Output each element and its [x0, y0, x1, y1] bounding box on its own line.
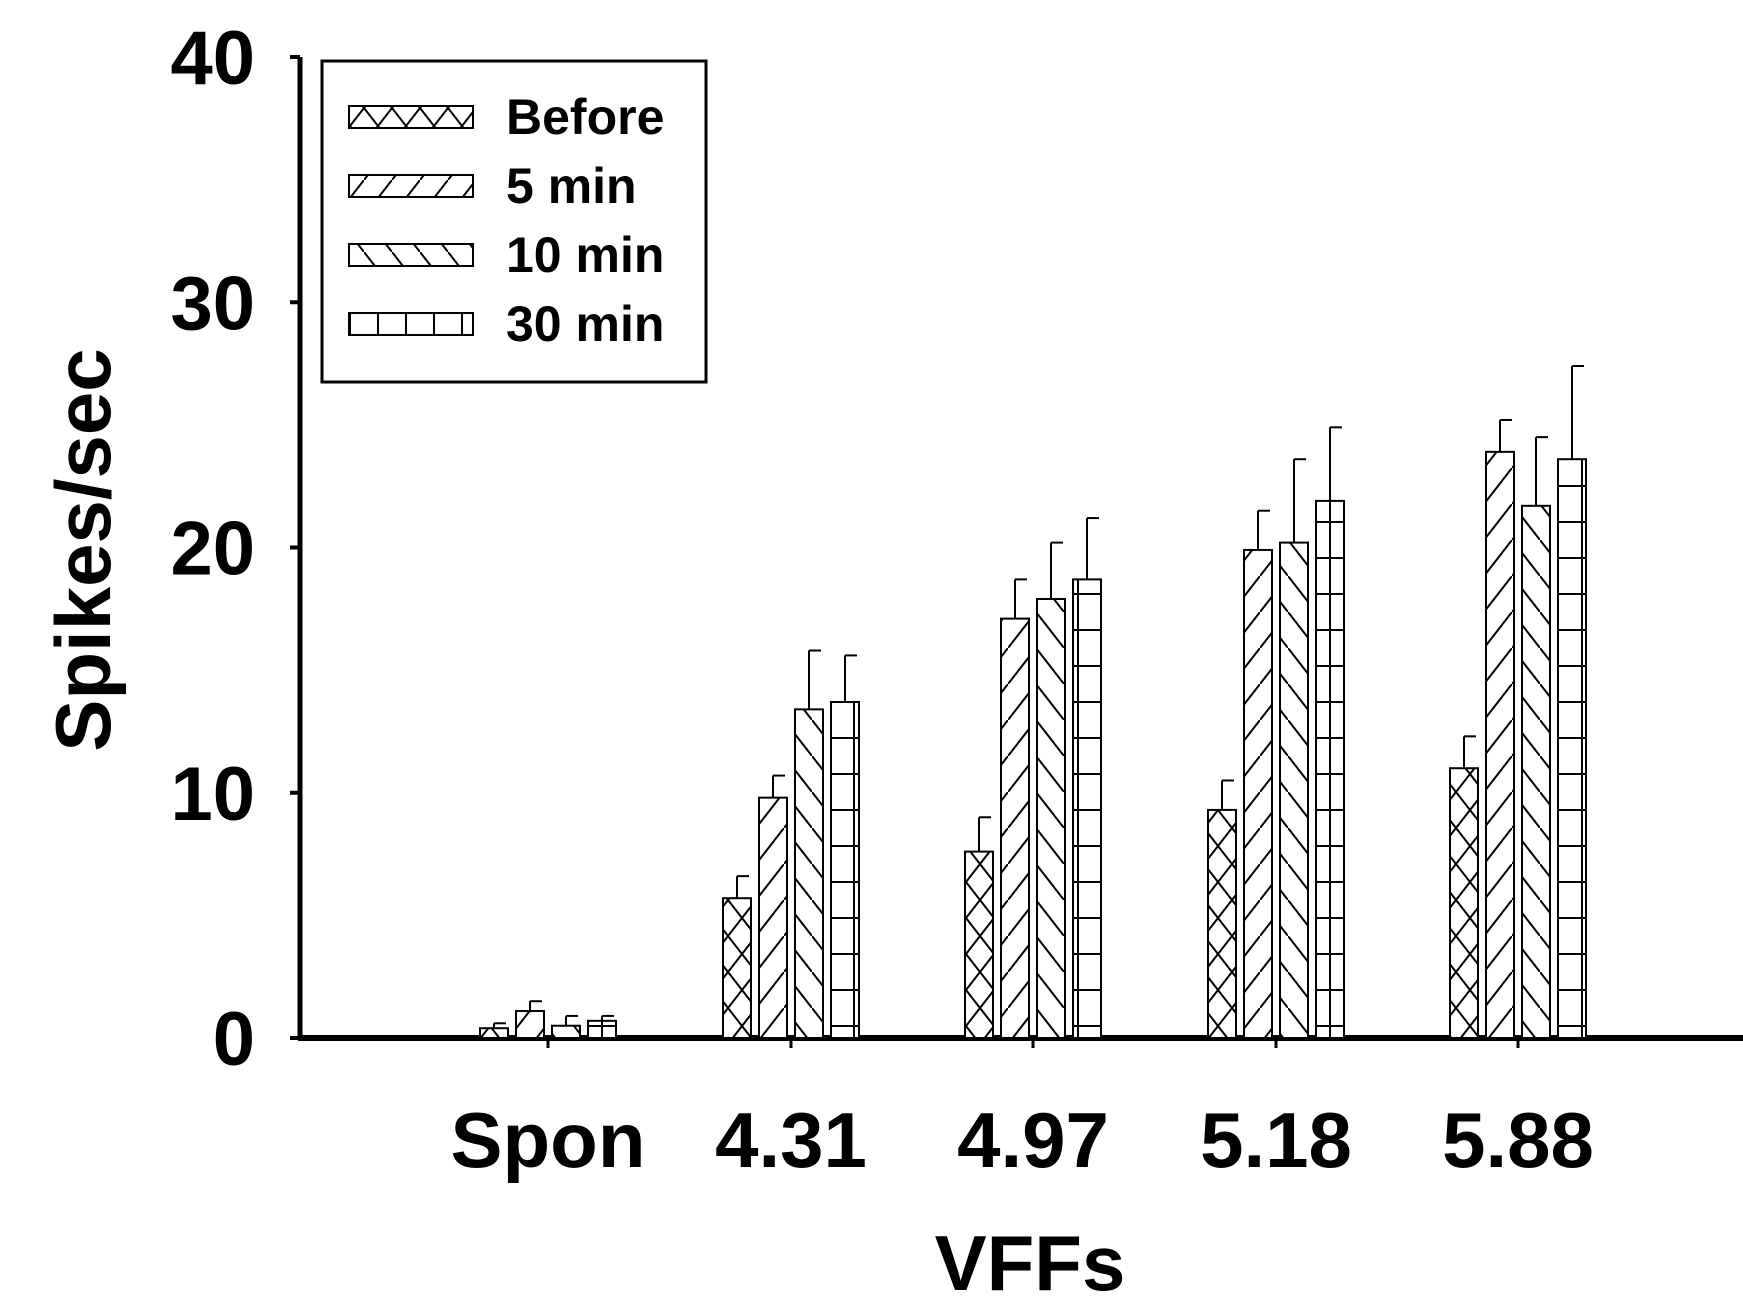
bar: [1449, 767, 1479, 1039]
y-tick-label: 10: [170, 752, 255, 837]
bar: [1243, 548, 1273, 1039]
y-tick-label: 40: [170, 16, 255, 101]
legend-swatch: [348, 243, 474, 267]
x-tick-label: 4.97: [957, 1096, 1109, 1184]
bars: [479, 365, 1587, 1040]
y-tick-label: 20: [170, 507, 255, 592]
bar: [1557, 458, 1587, 1039]
bar: [1207, 808, 1237, 1039]
bar: [1485, 450, 1515, 1040]
legend-label: 10 min: [506, 227, 664, 283]
bar: [1072, 578, 1102, 1039]
legend-swatch: [348, 105, 474, 129]
x-axis: Spon 4.31 4.97 5.18 5.88: [298, 1035, 1743, 1184]
legend-label: 30 min: [506, 296, 664, 352]
legend-label: 5 min: [506, 158, 637, 214]
bar: [587, 1019, 617, 1040]
bar: [1315, 499, 1345, 1039]
bar: [758, 796, 788, 1040]
legend-swatch: [348, 312, 474, 336]
y-axis-title: Spikes/sec: [39, 348, 127, 751]
bar: [794, 708, 824, 1039]
x-tick-label: 5.88: [1442, 1096, 1594, 1184]
x-tick-label: 4.31: [715, 1096, 867, 1184]
x-tick-label: Spon: [451, 1096, 646, 1184]
bar: [722, 897, 752, 1040]
bar: [1279, 541, 1309, 1039]
bar: [964, 850, 994, 1039]
bar: [1521, 504, 1551, 1039]
x-axis-title: VFFs: [935, 1219, 1126, 1307]
legend: Before 5 min 10 min 30 min: [320, 59, 708, 384]
bar: [1000, 617, 1030, 1039]
bar: [479, 1027, 509, 1039]
bar: [515, 1010, 545, 1040]
legend-label: Before: [506, 89, 664, 145]
y-tick-label: 30: [170, 261, 255, 346]
legend-swatch: [348, 174, 474, 198]
y-tick-label: 0: [213, 997, 255, 1082]
bar: [1036, 598, 1066, 1039]
bar: [551, 1024, 581, 1040]
y-axis: 0 10 20 30 40: [170, 16, 303, 1082]
bar: [830, 701, 860, 1039]
x-tick-label: 5.18: [1200, 1096, 1352, 1184]
